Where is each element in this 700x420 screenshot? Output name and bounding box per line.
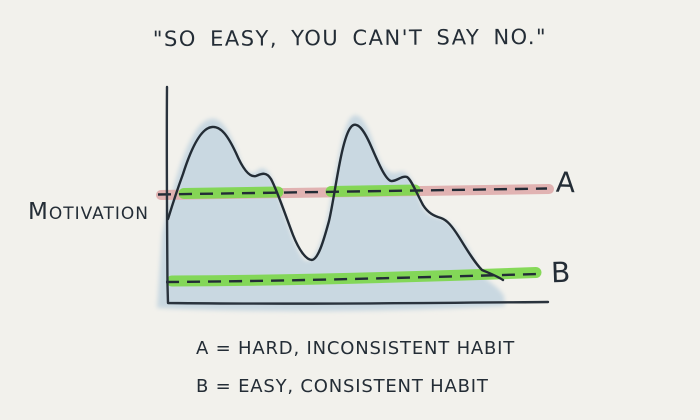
legend-line-b: B = EASY, CONSISTENT HABIT bbox=[196, 376, 489, 397]
axes bbox=[165, 85, 550, 305]
legend: A = HARD, INCONSISTENT HABIT B = EASY, C… bbox=[196, 330, 515, 406]
motivation-curve bbox=[166, 123, 505, 282]
legend-line-a: A = HARD, INCONSISTENT HABIT bbox=[196, 338, 516, 359]
threshold-b-label: B bbox=[550, 255, 571, 290]
threshold-b-dashed-line bbox=[165, 272, 540, 284]
y-axis-label: MOTIVATION bbox=[28, 199, 149, 225]
threshold-a-label: A bbox=[555, 165, 576, 200]
threshold-a-dashed-line bbox=[157, 187, 548, 196]
